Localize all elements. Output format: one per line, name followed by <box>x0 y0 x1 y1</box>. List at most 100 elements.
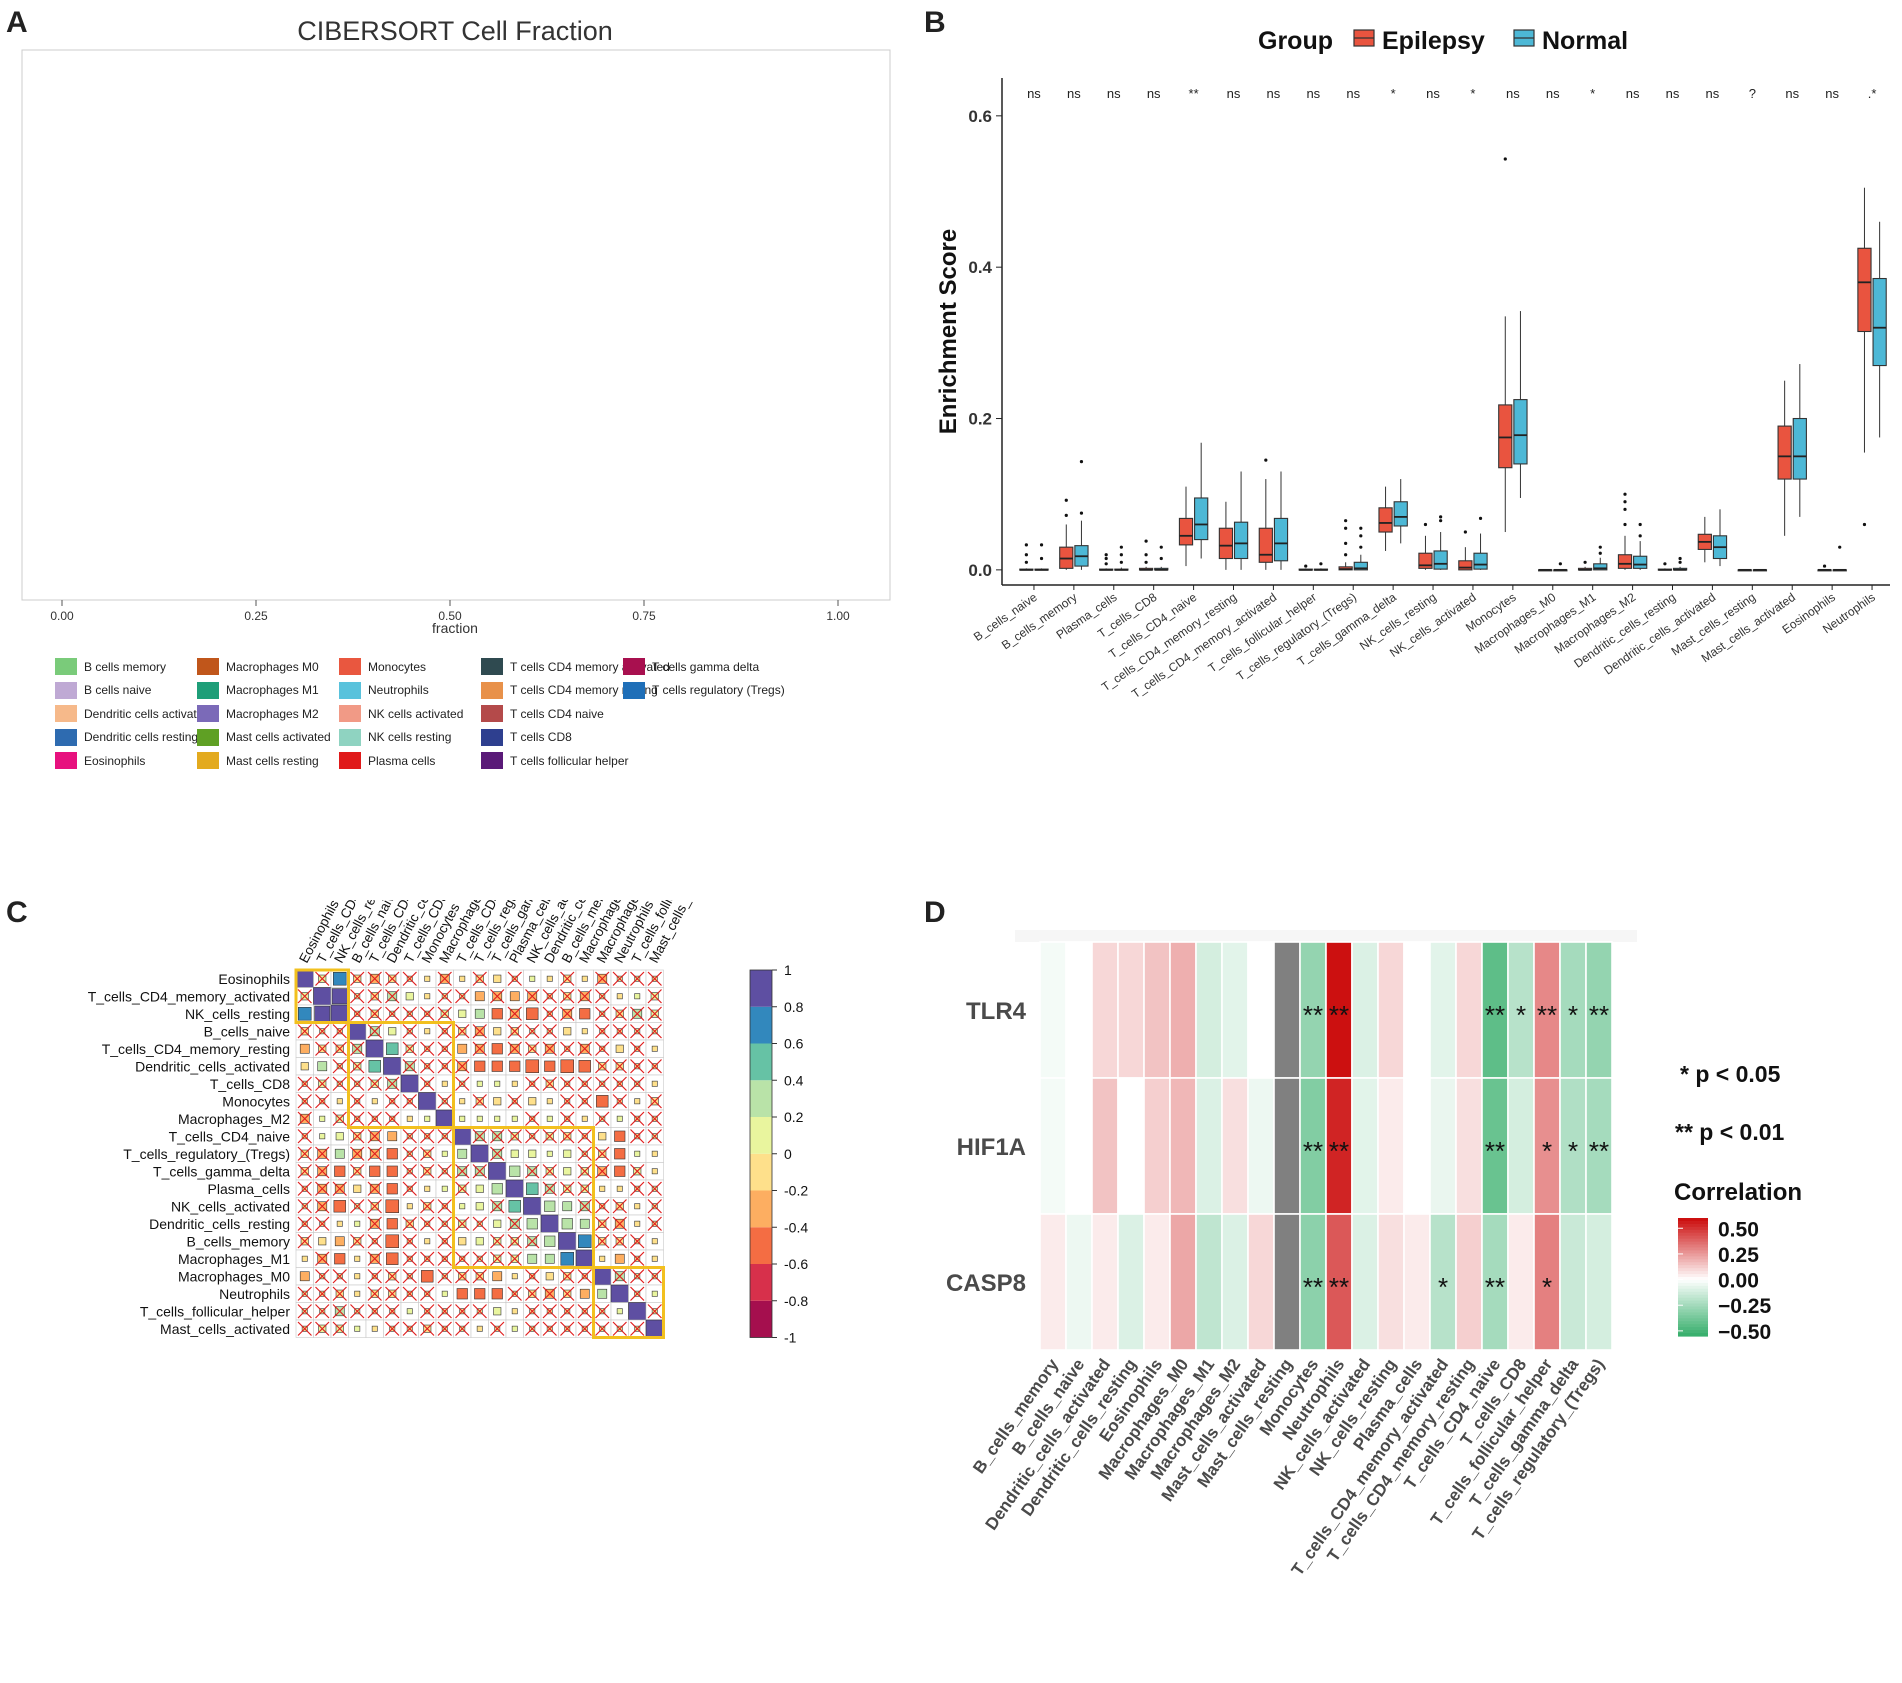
chart-c-corr-square <box>405 992 414 1001</box>
chart-b-significance-label: ns <box>1506 86 1520 101</box>
legend-label: T cells follicular helper <box>510 753 629 768</box>
chart-b-legend-title: Group <box>1258 27 1333 55</box>
chart-c-corr-square <box>528 1149 537 1158</box>
chart-c-corr-square <box>354 1325 361 1332</box>
chart-c-corr-square <box>406 1308 413 1315</box>
chart-c-nonsig-marker <box>560 971 575 986</box>
chart-b-outlier <box>1144 539 1148 543</box>
chart-b-box-normal-nk-cells-resting <box>1433 550 1448 570</box>
chart-c-nonsig-marker <box>367 1269 382 1284</box>
legend-item-dendritic-cells-resting: Dendritic cells resting <box>55 728 198 746</box>
chart-b-outlier <box>1623 507 1627 511</box>
chart-b-significance-label: ns <box>1147 86 1161 101</box>
chart-c-nonsig-marker <box>647 1094 662 1109</box>
chart-c-corr-square <box>459 975 466 982</box>
chart-a-xtick-label: 0.00 <box>50 609 74 623</box>
legend-item-dendritic-cells-activated: Dendritic cells activated <box>55 705 210 722</box>
chart-c-nonsig-marker <box>595 1234 610 1249</box>
chart-c-nonsig-marker <box>560 1006 575 1021</box>
chart-c-nonsig-marker <box>542 989 557 1004</box>
chart-c-nonsig-marker <box>560 1304 575 1319</box>
chart-c-nonsig-marker <box>350 971 365 986</box>
chart-d-cell-tlr4-t-cells-cd4-memory-activated <box>1429 941 1457 1079</box>
chart-c-nonsig-marker <box>297 1146 312 1161</box>
chart-d-star: * <box>1568 1136 1578 1166</box>
chart-c-corr-square <box>575 1249 594 1268</box>
chart-c-nonsig-marker <box>577 1199 592 1214</box>
legend-label: Mast cells resting <box>226 753 319 768</box>
chart-c-corr-square <box>475 1202 484 1211</box>
chart-d-cell-casp8-nk-cells-resting <box>1377 1213 1405 1351</box>
chart-c-nonsig-marker <box>595 1304 610 1319</box>
chart-b-outlier <box>1064 513 1068 517</box>
chart-c-corr-square <box>546 1098 553 1105</box>
chart-d-legend-label: 0.00 <box>1718 1270 1759 1293</box>
chart-c-corr-square <box>544 1060 556 1072</box>
chart-c-corr-square <box>581 1028 588 1035</box>
chart-c-nonsig-marker <box>350 1059 365 1074</box>
chart-c-nonsig-marker <box>630 1234 645 1249</box>
chart-c-nonsig-marker <box>612 971 627 986</box>
chart-c-nonsig-marker <box>315 1216 330 1231</box>
chart-c-nonsig-marker <box>455 1321 470 1336</box>
legend-item-t-cells-regulatory-tregs: T cells regulatory (Tregs) <box>623 681 785 699</box>
chart-c-nonsig-marker <box>420 1059 435 1074</box>
chart-c-corr-square <box>651 1080 658 1087</box>
chart-c-corr-square <box>634 1220 641 1227</box>
chart-a-xlabel: fraction <box>432 620 478 636</box>
chart-c-colorbar-segment <box>750 1006 772 1044</box>
chart-c-row-label: Eosinophils <box>218 971 290 987</box>
chart-d-cell-tlr4-t-cells-follicular-helper <box>1533 941 1561 1079</box>
chart-c-corr-square <box>526 1218 538 1230</box>
chart-d-star: * <box>1568 1000 1578 1030</box>
chart-c-nonsig-marker <box>385 1111 400 1126</box>
chart-c-corr-square <box>493 974 502 983</box>
chart-b-significance-label: ns <box>1227 86 1241 101</box>
chart-c-corr-square <box>299 1271 310 1282</box>
chart-c-nonsig-marker <box>525 1129 540 1144</box>
chart-c-corr-square <box>475 1184 484 1193</box>
chart-d-cell-casp8-macrophages-m2 <box>1221 1213 1249 1351</box>
chart-d-legend-gradient-segment <box>1678 1294 1708 1299</box>
chart-b-box-normal-t-cells-gamma-delta <box>1393 501 1408 527</box>
chart-c-nonsig-marker <box>560 1041 575 1056</box>
chart-c-nonsig-marker <box>560 1181 575 1196</box>
chart-b-box-normal-t-cells-cd4-naive <box>1194 497 1209 541</box>
chart-d-star: ** <box>1485 1136 1505 1166</box>
chart-c-nonsig-marker <box>595 1059 610 1074</box>
legend-swatch <box>481 705 503 722</box>
chart-c-nonsig-marker <box>437 1216 452 1231</box>
chart-c-colorbar-label: 0.6 <box>784 1036 804 1052</box>
chart-c-nonsig-marker <box>437 971 452 986</box>
chart-d-cell-tlr4-macrophages-m0 <box>1169 941 1197 1079</box>
chart-d-cell-tlr4-b-cells-naive <box>1065 941 1093 1079</box>
legend-label: B cells memory <box>84 659 167 674</box>
chart-d-legend-gradient-segment <box>1678 1241 1708 1246</box>
legend-label: Macrophages M1 <box>226 683 319 697</box>
legend-swatch <box>339 705 361 722</box>
chart-c-corr-square <box>314 1005 331 1022</box>
chart-d-cell-tlr4-nk-cells-activated <box>1351 941 1379 1079</box>
chart-c-corr-square <box>336 1220 343 1227</box>
chart-c-corr-square <box>333 972 347 986</box>
chart-b-outlier <box>1439 519 1443 523</box>
chart-d-cell-casp8-dendritic-cells-activated <box>1091 1213 1119 1351</box>
chart-c-nonsig-marker <box>455 1059 470 1074</box>
chart-c-corr-square <box>509 1060 521 1072</box>
chart-c-nonsig-marker <box>350 1041 365 1056</box>
chart-c-nonsig-marker <box>577 1321 592 1336</box>
chart-b-box-normal-monocytes <box>1513 399 1528 465</box>
chart-c-nonsig-marker <box>367 1234 382 1249</box>
chart-c-corr-square <box>561 1218 573 1230</box>
chart-c-corr-square <box>616 1115 623 1122</box>
chart-d-legend-gradient-segment <box>1678 1312 1708 1316</box>
chart-b-box-epilepsy-nk-cells-activated <box>1458 560 1473 571</box>
chart-c-nonsig-marker <box>507 971 522 986</box>
chart-c-nonsig-marker <box>297 1111 312 1126</box>
chart-c-nonsig-marker <box>315 1304 330 1319</box>
chart-c-nonsig-marker <box>402 1146 417 1161</box>
chart-c-corr-square <box>651 1150 658 1157</box>
chart-d-cell-hif1a-dendritic-cells-resting <box>1117 1077 1145 1215</box>
chart-b-outlier <box>1623 522 1627 527</box>
chart-d-cell-tlr4-plasma-cells <box>1403 941 1431 1079</box>
